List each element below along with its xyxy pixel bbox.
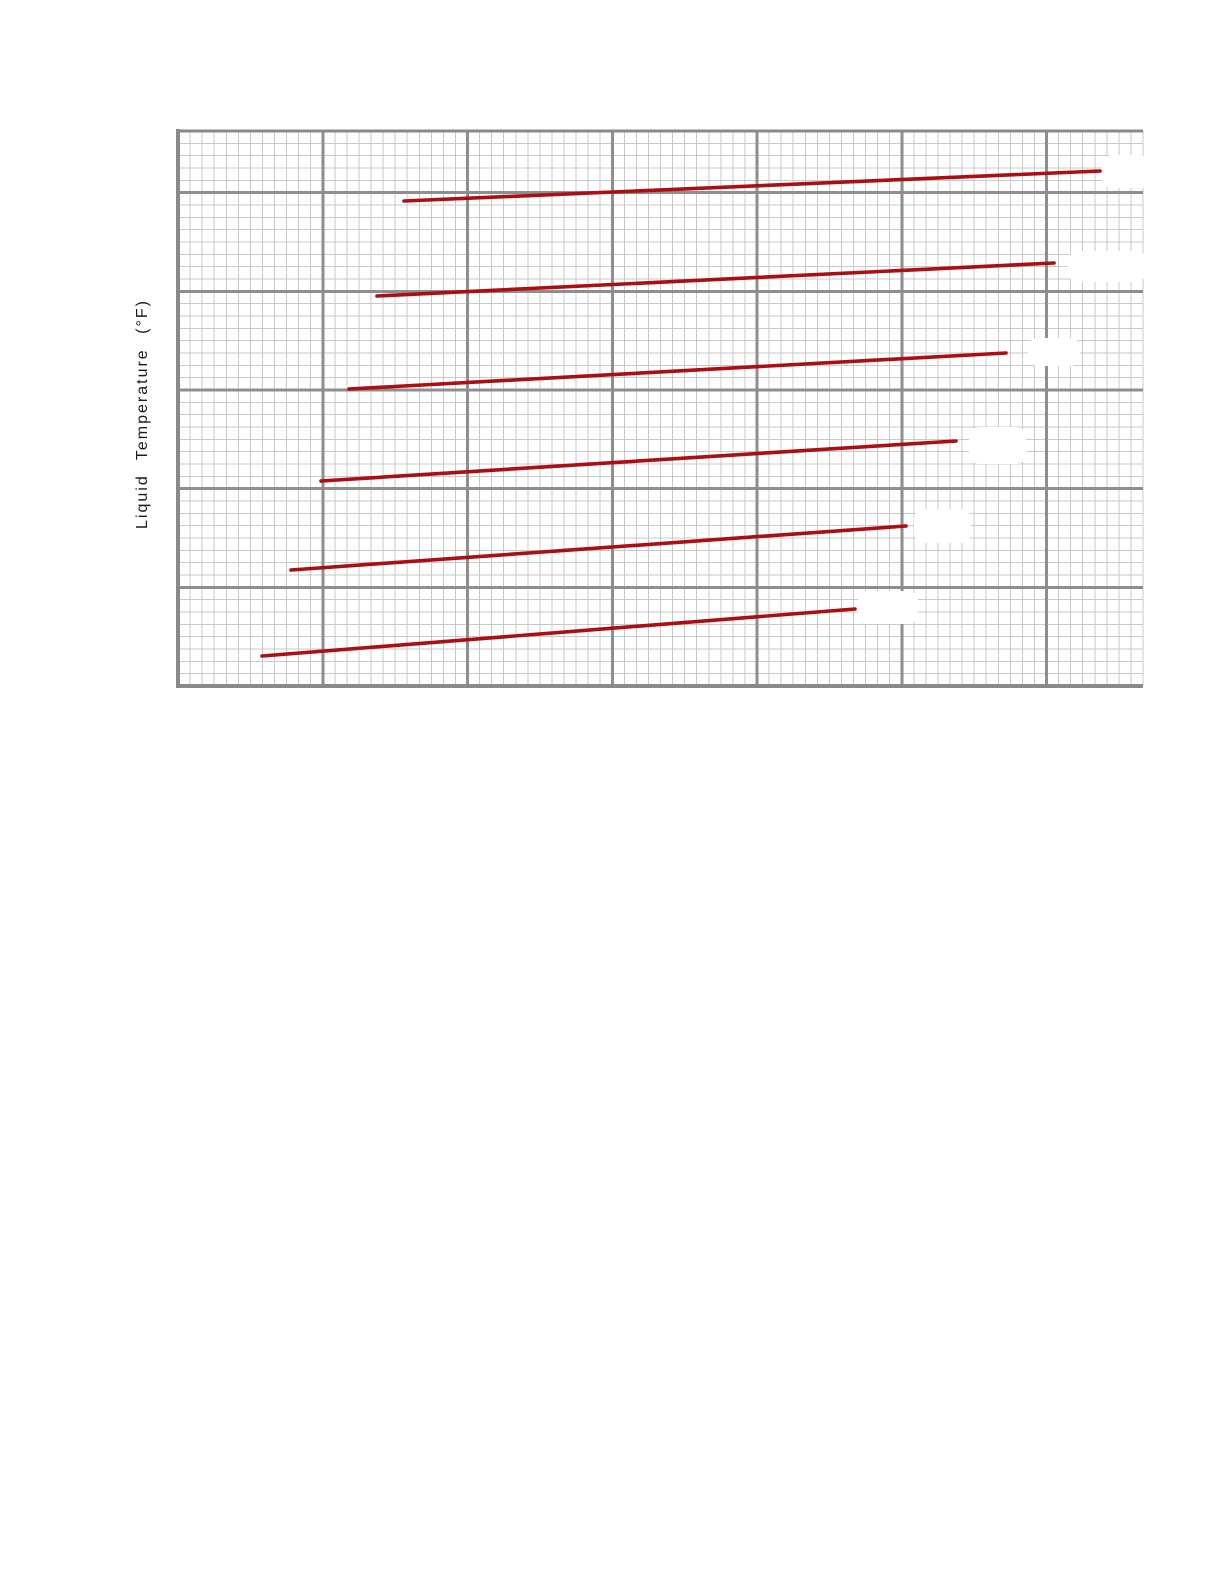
erased-label-patch	[858, 591, 918, 624]
temperature-curve-2	[375, 261, 1056, 298]
erased-label-patch	[1068, 251, 1146, 282]
curve-layer	[260, 169, 1102, 658]
erased-label-patch	[1028, 338, 1080, 366]
grid-layer	[176, 129, 1144, 688]
major-grid	[176, 131, 1143, 688]
temperature-curve-6	[260, 607, 857, 658]
grid-frame	[176, 129, 1143, 688]
erased-label-patch	[914, 509, 971, 543]
temperature-curve-1	[402, 169, 1102, 203]
y-axis-label: Liquid Temperature (°F)	[134, 299, 151, 529]
temperature-curve-3	[347, 351, 1008, 391]
erased-label-layer	[858, 155, 1150, 624]
erased-label-patch	[969, 427, 1026, 464]
erased-label-patch	[1102, 155, 1150, 188]
temperature-curve-4	[319, 439, 958, 483]
temperature-curve-5	[289, 524, 908, 572]
